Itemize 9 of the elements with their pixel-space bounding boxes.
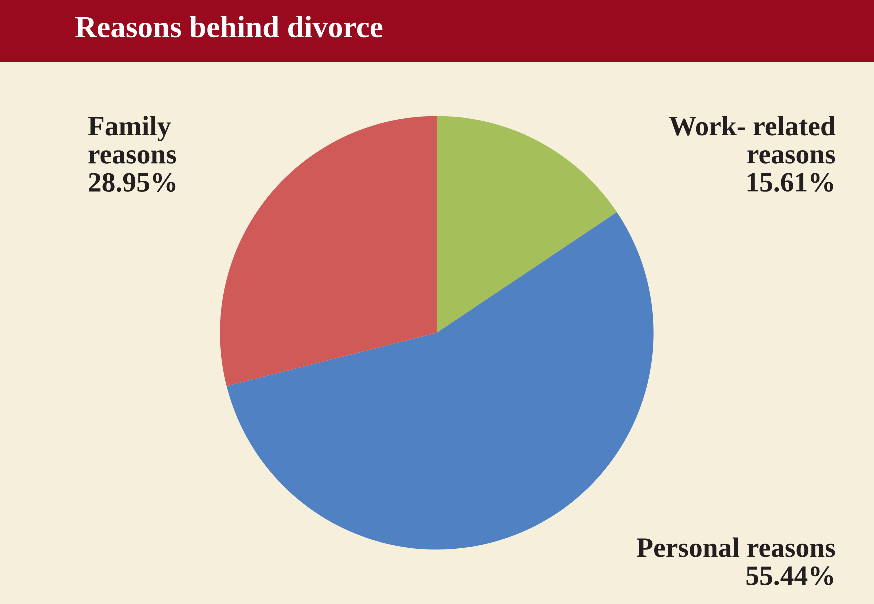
chart-title: Reasons behind divorce (76, 16, 383, 38)
data-label: 15.61% (748, 173, 834, 192)
pie-slice (220, 116, 437, 386)
data-label: 55.44% (746, 566, 834, 586)
data-label: 28.95% (89, 173, 176, 192)
slice-label: Personal reasons (637, 538, 836, 558)
slice-label: Family reasons (88, 116, 176, 164)
slice-label: Work- related reasons (669, 116, 836, 164)
pie-slice (437, 116, 618, 333)
